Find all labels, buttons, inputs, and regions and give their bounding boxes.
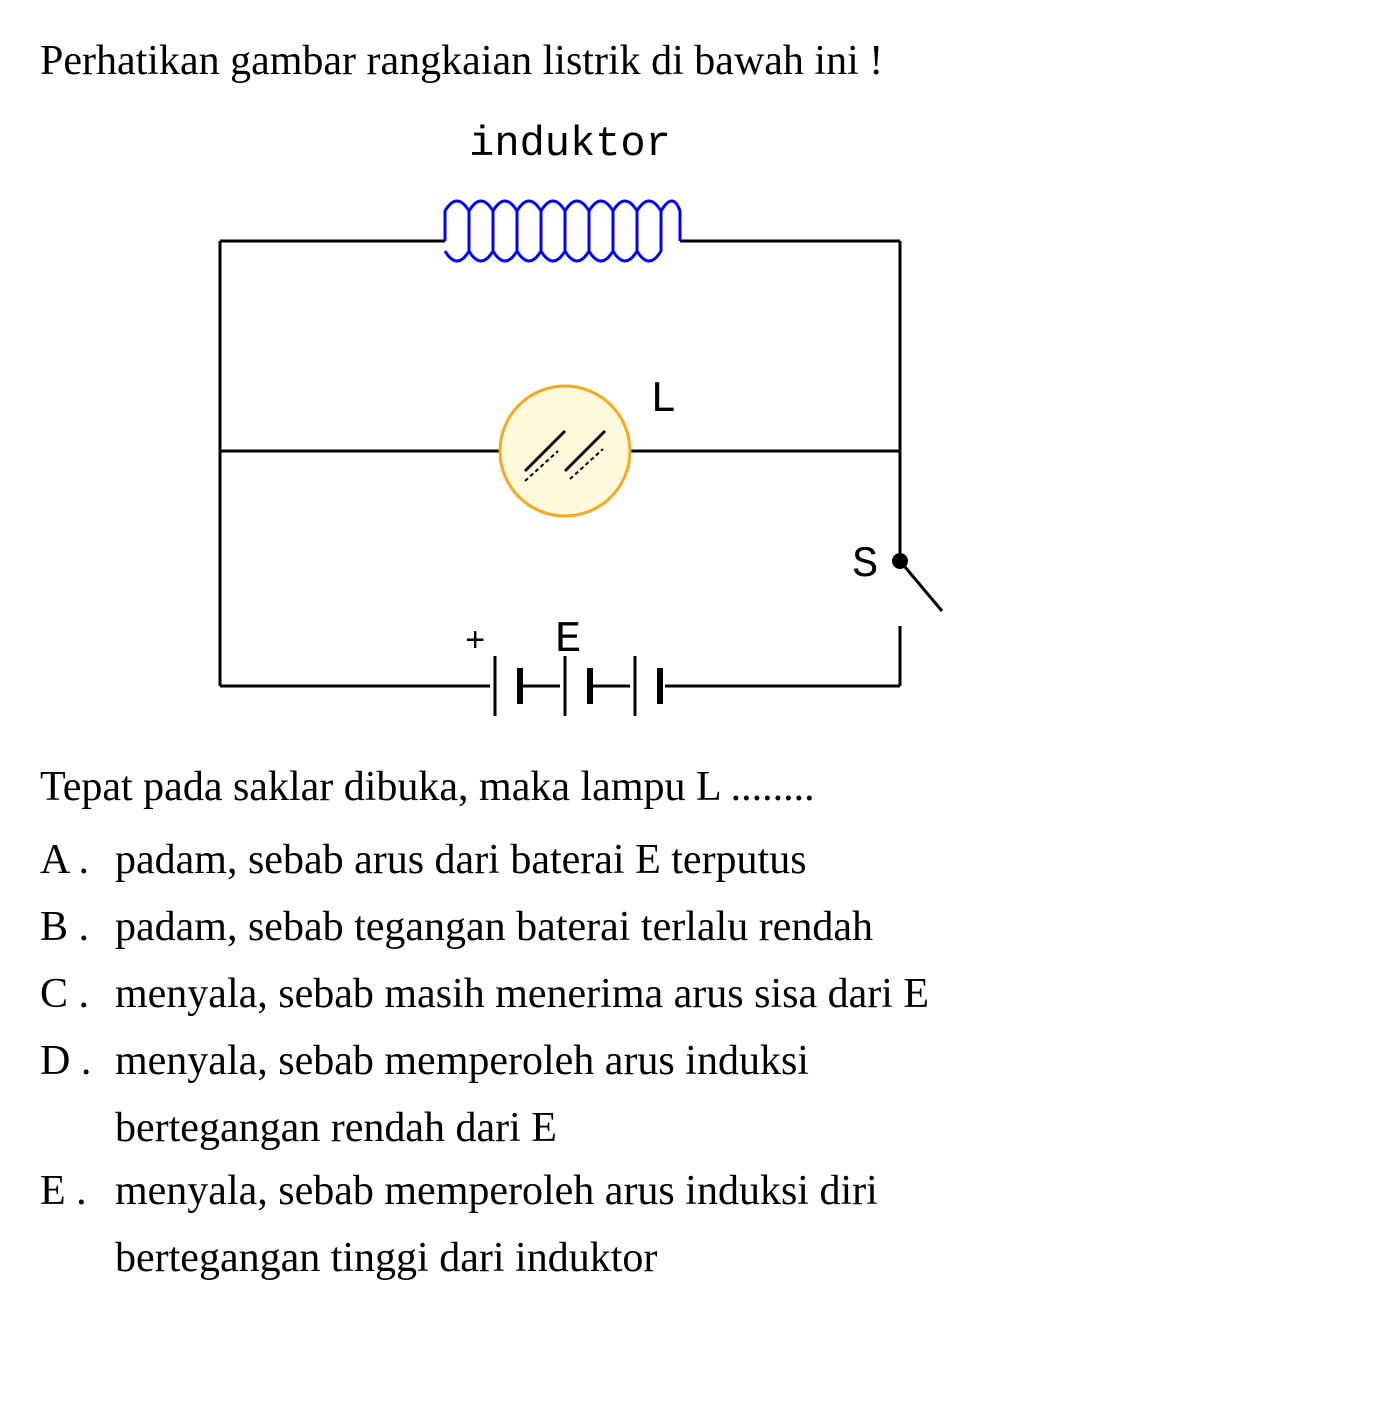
followup-text: Tepat pada saklar dibuka, maka lampu L .… (40, 756, 1345, 819)
option-c: C . menyala, sebab masih menerima arus s… (40, 963, 1345, 1026)
option-e-cont: bertegangan tinggi dari induktor (40, 1227, 1345, 1290)
option-d-letter: D . (40, 1030, 115, 1093)
option-a-text: padam, sebab arus dari baterai E terputu… (115, 829, 1345, 892)
inductor-label: induktor (160, 113, 980, 176)
option-b-text: padam, sebab tegangan baterai terlalu re… (115, 896, 1345, 959)
option-a-letter: A . (40, 829, 115, 892)
option-c-letter: C . (40, 963, 115, 1026)
lamp-label: L (650, 375, 676, 425)
battery-plus-label: + (465, 624, 485, 662)
option-c-text: menyala, sebab masih menerima arus sisa … (115, 963, 1345, 1026)
option-e: E . menyala, sebab memperoleh arus induk… (40, 1160, 1345, 1223)
option-e-letter: E . (40, 1160, 115, 1223)
inductor-icon (445, 201, 680, 261)
question-prompt: Perhatikan gambar rangkaian listrik di b… (40, 30, 1345, 93)
battery-icon (495, 656, 660, 716)
circuit-diagram: L S (160, 181, 980, 731)
option-d-cont: bertegangan rendah dari E (40, 1097, 1345, 1160)
switch-arm (900, 561, 942, 611)
lamp-icon (500, 386, 630, 516)
battery-label: E (555, 615, 581, 665)
option-b-letter: B . (40, 896, 115, 959)
option-e-text: menyala, sebab memperoleh arus induksi d… (115, 1160, 1345, 1223)
option-b: B . padam, sebab tegangan baterai terlal… (40, 896, 1345, 959)
switch-label: S (852, 540, 878, 590)
option-d: D . menyala, sebab memperoleh arus induk… (40, 1030, 1345, 1093)
option-a: A . padam, sebab arus dari baterai E ter… (40, 829, 1345, 892)
option-d-text: menyala, sebab memperoleh arus induksi (115, 1030, 1345, 1093)
